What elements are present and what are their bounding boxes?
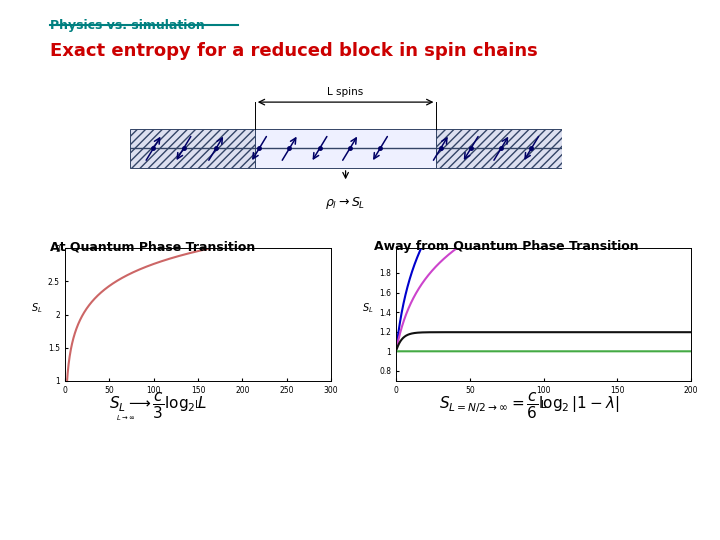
Text: $\rho_l \rightarrow S_L$: $\rho_l \rightarrow S_L$ bbox=[325, 194, 366, 211]
X-axis label: L: L bbox=[195, 400, 201, 410]
Text: $S_{L=N/2\to\infty} = \dfrac{c}{6}\log_2 |1 - \lambda|$: $S_{L=N/2\to\infty} = \dfrac{c}{6}\log_2… bbox=[439, 392, 619, 421]
Text: Away from Quantum Phase Transition: Away from Quantum Phase Transition bbox=[374, 240, 639, 253]
Text: $_{L\to\infty}$: $_{L\to\infty}$ bbox=[117, 413, 135, 423]
Bar bbox=[255, 129, 436, 168]
Text: L spins: L spins bbox=[328, 87, 364, 97]
Text: Physics vs. simulation: Physics vs. simulation bbox=[50, 19, 205, 32]
Bar bbox=[436, 129, 562, 168]
Text: Exact entropy for a reduced block in spin chains: Exact entropy for a reduced block in spi… bbox=[50, 42, 538, 60]
Y-axis label: $S_L$: $S_L$ bbox=[362, 301, 374, 314]
Text: At Quantum Phase Transition: At Quantum Phase Transition bbox=[50, 240, 256, 253]
Bar bbox=[130, 129, 255, 168]
Text: $S_L \longrightarrow \dfrac{c}{3}\log_2 L$: $S_L \longrightarrow \dfrac{c}{3}\log_2 … bbox=[109, 392, 207, 421]
X-axis label: L: L bbox=[541, 400, 546, 410]
Y-axis label: $S_L$: $S_L$ bbox=[31, 301, 42, 314]
